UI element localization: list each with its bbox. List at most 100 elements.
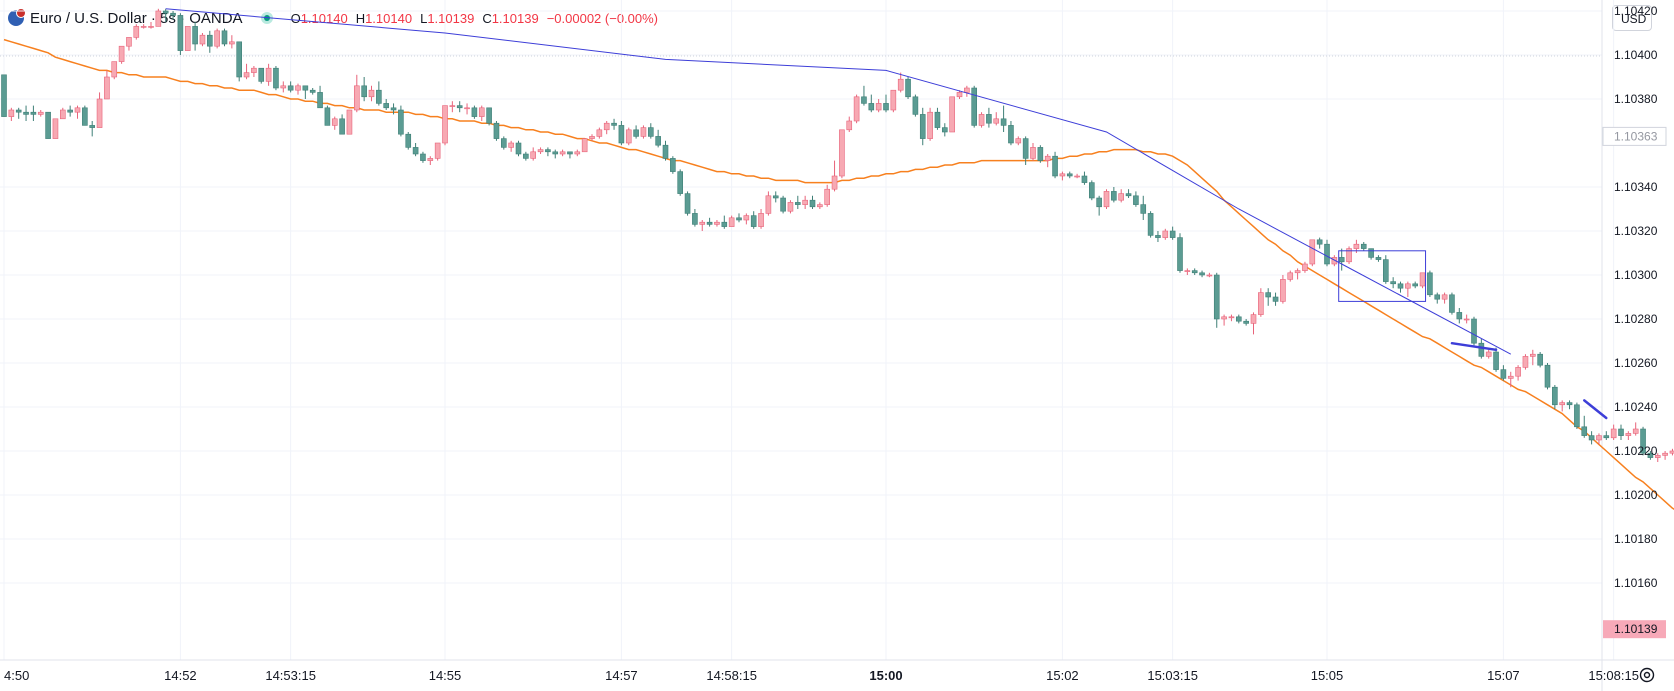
candle-body [508, 142, 514, 148]
candle-body [1302, 263, 1308, 271]
candle-body [743, 215, 750, 221]
x-tick-label: 15:05 [1311, 668, 1344, 683]
candle-body [1184, 270, 1191, 272]
candle-body [1066, 173, 1073, 177]
candle-body [1427, 272, 1433, 296]
candle-body [993, 118, 1000, 124]
candle-body [949, 96, 955, 133]
candle-body [118, 45, 125, 62]
candle-body [1530, 353, 1536, 357]
candle-body [567, 151, 573, 155]
candle-body [721, 221, 728, 227]
candle-body [309, 89, 316, 93]
candle-body [493, 122, 500, 139]
candle-body [162, 10, 169, 14]
candle-body [927, 111, 933, 139]
candle-body [1258, 292, 1264, 315]
candle-body [765, 195, 772, 214]
candle-body [1632, 428, 1639, 434]
x-tick-label: 4:50 [4, 668, 29, 683]
candle-body [853, 96, 860, 122]
x-tick-label: 15:00 [869, 668, 902, 683]
candle-body [434, 142, 441, 159]
candle-body [530, 151, 537, 159]
candle-body [148, 26, 154, 28]
candle-body [1493, 351, 1499, 370]
y-tick-label: 1.10420 [1614, 4, 1658, 18]
candle-body [383, 103, 390, 109]
candle-body [919, 114, 926, 139]
y-tick-label: 1.10260 [1614, 356, 1658, 370]
candle-body [1177, 237, 1183, 271]
candle-body [140, 26, 147, 28]
candle-body [1265, 292, 1271, 298]
y-tick-label: 1.10280 [1614, 312, 1658, 326]
candle-body [1213, 274, 1220, 320]
candle-body [1507, 375, 1514, 379]
candle-body [405, 133, 412, 148]
candle-body [1228, 316, 1235, 319]
short-line-drawing [1450, 341, 1498, 352]
candle-body [905, 78, 911, 98]
candle-body [1603, 435, 1610, 439]
candle-body [1544, 364, 1551, 388]
candle-body [890, 89, 897, 111]
candle-body [1353, 243, 1360, 249]
candle-body [1478, 342, 1485, 357]
candle-body [956, 92, 963, 98]
marked-price-box [1602, 126, 1667, 146]
y-tick-label: 1.10400 [1614, 48, 1658, 62]
candle-body [934, 111, 941, 128]
candle-body [376, 89, 382, 104]
candle-body [1243, 320, 1249, 324]
candle-body [897, 78, 904, 91]
candle-body [1022, 138, 1029, 159]
candle-body [986, 114, 992, 124]
candle-body [412, 147, 419, 155]
candle-body [1346, 248, 1352, 263]
candle-body [1103, 191, 1110, 208]
rectangle-drawing [1338, 250, 1427, 302]
candle-body [258, 67, 265, 82]
candle-body [287, 85, 294, 91]
candle-body [1081, 175, 1088, 183]
candle-body [1537, 353, 1543, 366]
candle-body [1375, 257, 1382, 260]
candle-body [1162, 230, 1169, 238]
symbol-title[interactable]: Euro / U.S. Dollar · 5s · OANDA [30, 9, 243, 27]
candle-body [1, 74, 7, 117]
candle-body [1485, 351, 1492, 357]
currency-selector[interactable]: USD [1612, 5, 1652, 31]
candle-body [964, 87, 970, 93]
candle-body [545, 149, 551, 153]
candle-body [177, 15, 184, 51]
candle-body [339, 118, 345, 135]
candle-body [273, 67, 279, 89]
candle-body [1360, 243, 1367, 249]
x-tick-label: 15:07 [1487, 668, 1520, 683]
candle-body [861, 96, 867, 104]
candle-body [809, 199, 816, 208]
settings-gear-icon[interactable] [1638, 666, 1656, 684]
candle-body [1074, 175, 1080, 178]
candle-body [398, 109, 404, 135]
candle-body [1471, 318, 1477, 344]
candle-body [699, 221, 706, 225]
candle-body [603, 122, 610, 131]
candle-body [728, 217, 735, 227]
candle-body [618, 125, 625, 144]
candle-body [1463, 318, 1470, 321]
candle-body [15, 109, 22, 113]
candle-body [1662, 452, 1668, 456]
candle-body [331, 118, 338, 126]
candle-body [1405, 283, 1411, 289]
candle-body [1221, 316, 1227, 320]
candle-body [574, 151, 581, 155]
candle-body [324, 107, 331, 126]
change-value: −0.00002 (−0.00%) [546, 10, 659, 26]
candle-body [692, 213, 698, 225]
candle-body [978, 114, 985, 126]
candle-body [1581, 426, 1588, 436]
candle-body [30, 111, 37, 115]
